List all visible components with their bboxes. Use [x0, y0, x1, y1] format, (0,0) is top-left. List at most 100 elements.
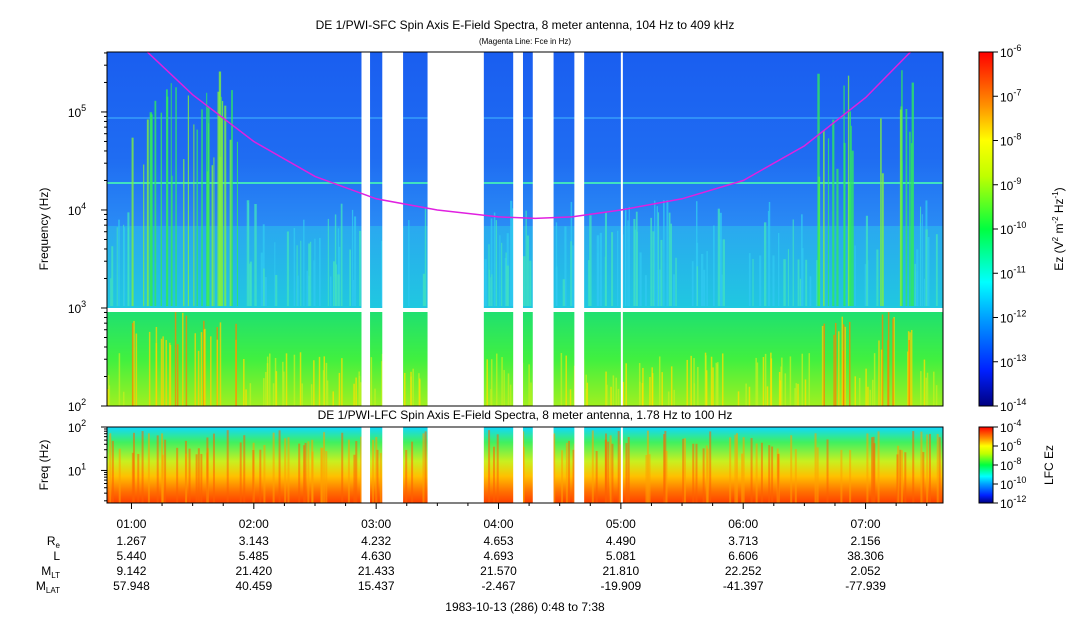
emission-streak: [589, 215, 591, 306]
y-tick-label: 102: [68, 418, 86, 435]
emission-streak: [503, 370, 505, 406]
emission-streak: [916, 249, 918, 306]
emission-streak: [374, 389, 376, 406]
emission-streak: [204, 330, 206, 406]
emission-streak: [924, 279, 925, 306]
emission-streak: [668, 392, 670, 406]
emission-streak: [148, 433, 150, 503]
emission-streak: [872, 380, 874, 406]
emission-streak: [880, 118, 882, 306]
emission-streak: [196, 454, 198, 503]
emission-streak: [323, 432, 325, 503]
ephemeris-value: 40.459: [235, 579, 272, 593]
emission-streak: [600, 233, 602, 306]
colorbar-tick-label: 10-6: [1000, 437, 1021, 454]
emission-streak: [294, 355, 296, 406]
emission-streak: [264, 277, 266, 306]
emission-streak: [781, 358, 783, 406]
emission-streak: [371, 357, 373, 406]
emission-streak: [892, 319, 894, 406]
emission-streak: [936, 385, 938, 406]
emission-streak: [768, 211, 769, 306]
emission-streak: [496, 220, 497, 306]
emission-streak: [194, 333, 196, 406]
ephemeris-value: -2.467: [481, 579, 515, 593]
emission-streak: [785, 373, 787, 406]
emission-streak: [111, 246, 113, 306]
ephemeris-value: 1.267: [116, 534, 146, 548]
emission-streak: [874, 353, 876, 406]
emission-streak: [341, 433, 343, 503]
emission-streak: [605, 257, 606, 306]
emission-streak: [494, 213, 495, 306]
y-tick-label: 103: [68, 299, 86, 316]
emission-streak: [763, 357, 765, 406]
emission-streak: [573, 450, 575, 503]
emission-streak: [878, 340, 880, 406]
bottom-y-ticks: 101102: [68, 418, 107, 501]
emission-streak: [109, 433, 111, 503]
emission-streak: [805, 260, 807, 306]
emission-streak: [675, 258, 677, 306]
x-tick-label: 05:00: [606, 517, 636, 531]
emission-streak: [713, 226, 715, 306]
emission-streak: [607, 442, 609, 503]
emission-streak: [617, 231, 618, 306]
emission-streak: [926, 434, 928, 503]
emission-streak: [790, 435, 792, 503]
emission-streak: [339, 373, 341, 406]
data-gap: [382, 52, 403, 406]
emission-streak: [353, 280, 354, 306]
emission-streak: [189, 449, 191, 503]
emission-streak: [247, 200, 249, 306]
emission-streak: [227, 430, 229, 503]
emission-streak: [142, 431, 144, 503]
emission-streak: [297, 276, 299, 306]
emission-streak: [651, 367, 653, 406]
emission-streak: [308, 243, 310, 306]
emission-streak: [147, 119, 149, 306]
data-gap: [428, 427, 484, 503]
emission-streak: [275, 275, 277, 306]
emission-streak: [866, 216, 868, 306]
emission-streak: [300, 352, 302, 406]
emission-streak: [939, 437, 941, 503]
x-tick-label: 01:00: [116, 517, 146, 531]
emission-streak: [165, 340, 167, 406]
emission-streak: [488, 430, 490, 503]
data-gap: [574, 52, 584, 406]
emission-streak: [772, 255, 774, 306]
emission-streak: [823, 324, 825, 406]
emission-streak: [156, 343, 158, 406]
emission-streak: [596, 451, 598, 503]
emission-streak: [611, 444, 613, 503]
emission-streak: [722, 353, 724, 406]
emission-streak: [749, 253, 751, 306]
sfc-band-gap: [107, 308, 943, 312]
emission-streak: [359, 231, 361, 306]
ephemeris-row-label: Re: [47, 534, 61, 550]
footer-date-range: 1983-10-13 (286) 0:48 to 7:38: [445, 600, 605, 614]
emission-streak: [118, 220, 119, 306]
ephemeris-value: 21.420: [235, 564, 272, 578]
colorbar-tick-label: 10-7: [1000, 87, 1021, 104]
emission-streak: [658, 212, 659, 306]
emission-streak: [348, 440, 350, 503]
colorbar-tick-label: 10-8: [1000, 456, 1021, 473]
emission-streak: [287, 231, 289, 306]
emission-streak: [711, 357, 713, 406]
emission-streak: [649, 377, 651, 406]
emission-streak: [221, 116, 222, 306]
emission-streak: [501, 243, 502, 306]
emission-streak: [876, 250, 878, 306]
emission-streak: [592, 430, 594, 503]
emission-streak: [491, 274, 492, 306]
bottom-colorbar: [979, 427, 993, 503]
emission-streak: [304, 443, 306, 503]
emission-streak: [565, 356, 567, 406]
emission-streak: [164, 440, 166, 503]
emission-streak: [525, 211, 526, 306]
emission-streak: [245, 389, 247, 406]
x-tick-label: 02:00: [239, 517, 269, 531]
